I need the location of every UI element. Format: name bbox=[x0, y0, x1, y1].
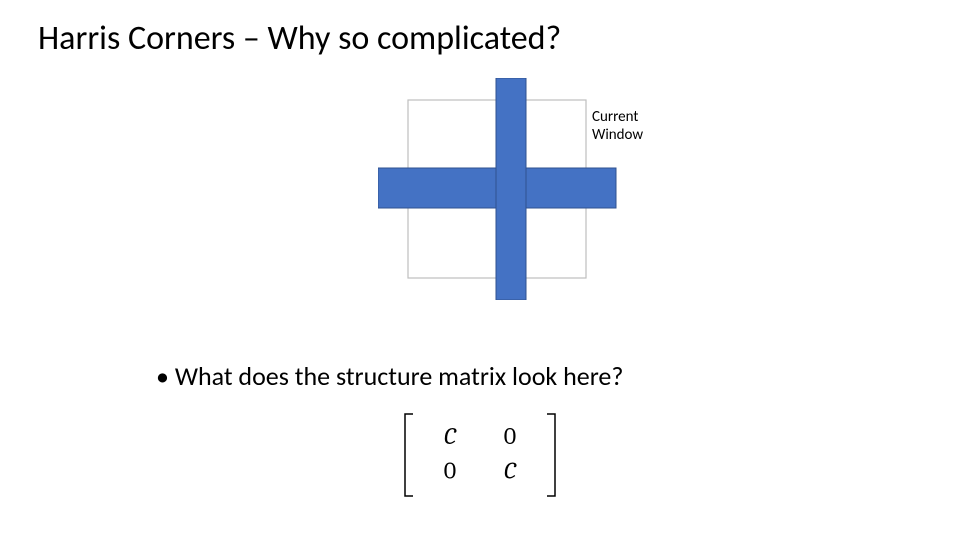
slide-title: Harris Corners – Why so complicated? bbox=[38, 18, 561, 59]
current-window-label-line2: Window bbox=[592, 126, 643, 144]
structure-matrix: C 0 0 C bbox=[340, 410, 620, 500]
svg-text:C: C bbox=[504, 457, 517, 485]
structure-matrix-svg: C 0 0 C bbox=[340, 410, 620, 500]
svg-text:C: C bbox=[444, 422, 457, 450]
cross-diagram: Current Window bbox=[378, 78, 648, 298]
current-window-label: Current Window bbox=[592, 108, 643, 144]
svg-text:0: 0 bbox=[504, 422, 516, 450]
svg-text:0: 0 bbox=[444, 457, 456, 485]
bullet-text: What does the structure matrix look here… bbox=[156, 360, 623, 392]
slide: Harris Corners – Why so complicated? Cur… bbox=[0, 0, 960, 540]
current-window-label-line1: Current bbox=[592, 108, 638, 126]
